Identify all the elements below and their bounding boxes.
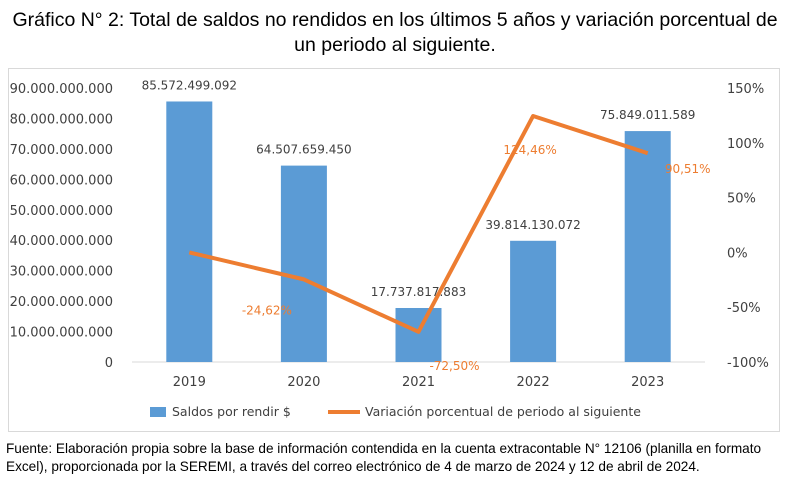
x-axis-tick: 2021 [402,375,435,390]
left-axis-tick: 10.000.000.000 [10,326,113,341]
left-axis-tick: 70.000.000.000 [10,143,113,158]
bar-2022 [510,240,557,362]
left-axis-tick: 80.000.000.000 [10,112,113,127]
x-axis-tick: 2020 [287,375,320,390]
left-axis-tick: 60.000.000.000 [10,173,113,188]
chart-frame [8,68,780,432]
left-axis-tick: 90.000.000.000 [10,82,113,97]
right-axis-tick: 150% [727,82,764,97]
chart-title: Gráfico N° 2: Total de saldos no rendido… [12,9,778,56]
legend-label-line: Variación porcentual de periodo al sigui… [365,404,641,419]
left-axis-tick: 40.000.000.000 [10,234,113,249]
x-axis-tick: 2023 [631,375,664,390]
bar-2019 [166,101,213,362]
x-axis-tick: 2019 [173,375,206,390]
right-axis-tick: -100% [727,356,769,371]
line-data-label: 124,46% [503,143,556,157]
bar-2020 [280,165,327,362]
right-axis-tick: 100% [727,137,764,152]
source-footnote: Fuente: Elaboración propia sobre la base… [6,441,762,474]
bar-2021 [395,307,442,362]
chart: 0 10.000.000.000 20.000.000.000 30.000.000.… [10,78,769,419]
left-axis-tick: 0 [105,356,113,371]
right-axis-tick: 0% [727,246,748,261]
bar-data-label: 39.814.130.072 [485,218,580,232]
legend-swatch-bars [150,407,166,417]
right-axis-tick: 50% [727,192,756,207]
bar-2023 [624,131,671,362]
left-axis-tick: 20.000.000.000 [10,295,113,310]
bar-data-label: 64.507.659.450 [256,143,351,157]
line-data-label: -72,50% [429,359,479,373]
left-axis-tick: 50.000.000.000 [10,204,113,219]
legend-label-bars: Saldos por rendir $ [172,404,291,419]
left-axis-tick: 30.000.000.000 [10,265,113,280]
line-data-label: 90,51% [665,162,711,176]
right-axis-tick: -50% [727,301,761,316]
bar-data-label: 17.737.817.883 [371,285,466,299]
line-data-label: -24,62% [242,303,292,317]
bar-data-label: 75.849.011.589 [600,108,695,122]
bar-data-label: 85.572.499.092 [142,78,237,92]
x-axis-tick: 2022 [517,375,550,390]
